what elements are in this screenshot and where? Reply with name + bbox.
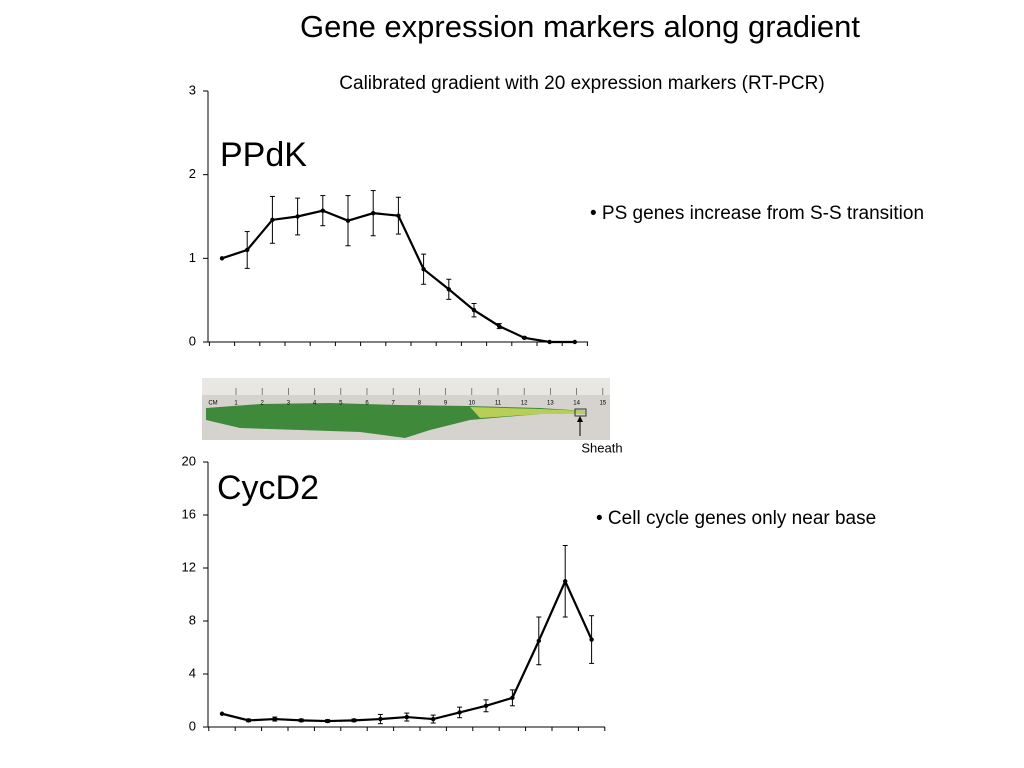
ruler-label: 13 [547, 401, 554, 407]
y-tick-label: 3 [189, 82, 196, 97]
ruler-label: 6 [365, 401, 369, 407]
y-tick-label: 0 [189, 333, 196, 348]
marker [421, 267, 426, 272]
marker [272, 716, 277, 722]
marker [404, 714, 409, 720]
ruler-label: 15 [599, 401, 606, 407]
marker [295, 214, 300, 219]
y-tick-label: 1 [189, 250, 196, 265]
marker [522, 335, 527, 341]
marker [378, 716, 383, 722]
marker [299, 718, 304, 723]
y-tick-label: 2 [189, 166, 196, 181]
chart-title: CycD2 [217, 469, 319, 507]
marker [510, 695, 515, 701]
y-tick-label: 12 [182, 559, 196, 574]
marker [572, 339, 577, 345]
marker [351, 718, 357, 723]
annotation: • PS genes increase from S-S transition [590, 203, 924, 224]
ruler-label: 14 [573, 401, 580, 407]
sheath-label: Sheath [581, 440, 622, 455]
marker [320, 208, 325, 213]
ruler-label: 5 [339, 401, 343, 407]
marker [536, 638, 541, 644]
y-tick-label: 20 [182, 453, 196, 468]
ruler-label: 3 [287, 401, 291, 407]
y-tick-label: 4 [189, 665, 196, 680]
marker [245, 247, 250, 253]
ruler-label: 8 [418, 401, 422, 407]
y-tick-label: 0 [189, 718, 196, 733]
marker [589, 637, 594, 642]
chart-title: PPdK [220, 136, 307, 174]
ruler-label: 2 [261, 401, 265, 407]
marker [471, 308, 477, 313]
marker [431, 716, 436, 722]
ruler-label: 4 [313, 401, 317, 407]
marker [396, 213, 401, 218]
marker [497, 323, 502, 329]
marker [219, 256, 225, 261]
marker [483, 703, 489, 708]
leaf-photo [202, 378, 610, 440]
ruler-label: 1 [234, 401, 238, 407]
ruler-label: CM [208, 401, 217, 407]
marker [246, 718, 251, 723]
marker [547, 339, 552, 345]
marker [563, 579, 568, 584]
ruler-label: 9 [444, 401, 448, 407]
ruler-label: 10 [468, 401, 475, 407]
slide-title: Gene expression markers along gradient [300, 9, 860, 44]
marker [446, 287, 451, 292]
y-tick-label: 16 [182, 506, 196, 521]
marker [219, 711, 225, 716]
marker [345, 218, 351, 223]
series-line [221, 578, 593, 723]
marker [457, 710, 462, 715]
marker [270, 217, 275, 223]
y-tick-label: 8 [189, 612, 196, 627]
ruler-label: 11 [495, 401, 502, 407]
marker [371, 210, 376, 216]
slide-subtitle: Calibrated gradient with 20 expression m… [339, 73, 824, 94]
annotation: • Cell cycle genes only near base [596, 508, 876, 529]
ruler-label: 12 [521, 401, 528, 407]
ruler-label: 7 [392, 401, 396, 407]
marker [325, 718, 330, 724]
